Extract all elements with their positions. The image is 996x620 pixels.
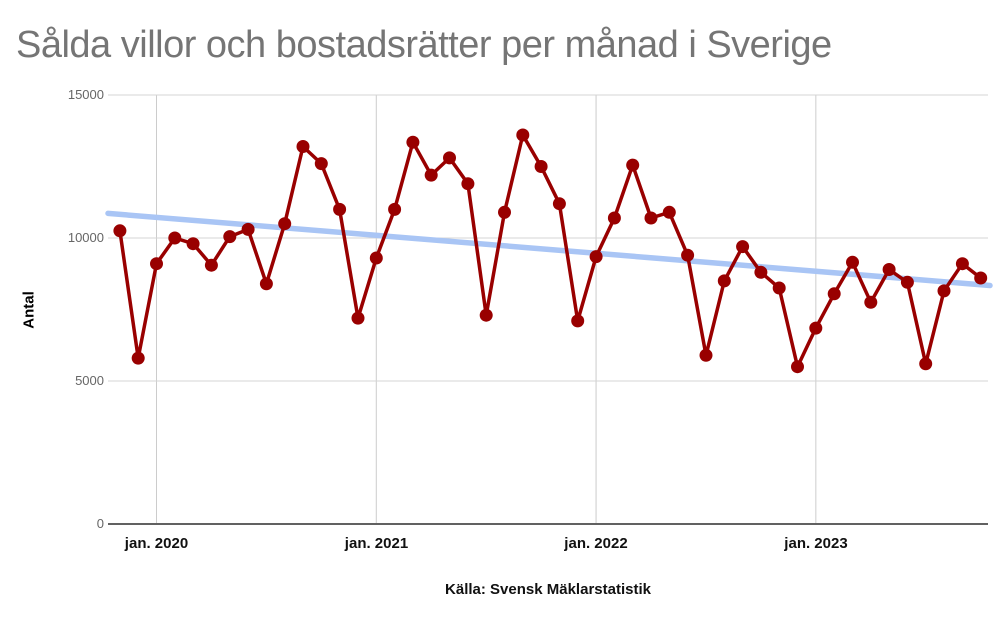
data-point xyxy=(498,205,511,219)
data-point xyxy=(461,177,475,191)
data-point xyxy=(479,308,493,322)
data-point xyxy=(754,265,768,279)
data-point xyxy=(699,348,713,362)
data-point xyxy=(644,211,658,225)
data-point xyxy=(388,202,402,216)
data-point xyxy=(406,135,420,149)
data-point xyxy=(204,258,218,272)
data-point xyxy=(846,255,859,269)
data-point xyxy=(168,231,182,245)
data-point xyxy=(131,351,145,365)
y-tick-label: 15000 xyxy=(67,87,104,102)
trendline xyxy=(105,210,993,289)
x-tick-label: jan. 2023 xyxy=(784,535,848,552)
data-point xyxy=(919,357,933,371)
data-point xyxy=(259,277,273,291)
data-point xyxy=(681,248,695,262)
data-point xyxy=(296,140,310,153)
y-axis-title: Antal xyxy=(20,291,38,329)
data-point xyxy=(827,287,841,301)
data-point xyxy=(278,217,292,231)
data-point xyxy=(791,360,804,374)
data-point xyxy=(314,157,328,171)
data-point xyxy=(736,240,750,254)
data-point xyxy=(626,158,640,172)
data-point xyxy=(369,251,383,265)
y-tick-label: 0 xyxy=(96,516,104,531)
data-point xyxy=(552,197,566,211)
data-point xyxy=(534,160,548,173)
data-point xyxy=(186,237,200,251)
data-point xyxy=(223,230,237,244)
data-point xyxy=(571,314,585,328)
data-point xyxy=(974,271,988,285)
data-point xyxy=(589,250,603,264)
chart-title: Sålda villor och bostadsrätter per månad… xyxy=(16,24,832,66)
data-point xyxy=(772,281,786,295)
data-point xyxy=(662,205,676,219)
data-point xyxy=(864,295,878,309)
data-point xyxy=(351,311,365,325)
data-point xyxy=(900,275,914,289)
x-tick-label: jan. 2021 xyxy=(344,535,409,552)
data-point xyxy=(717,274,731,288)
y-tick-label: 5000 xyxy=(75,373,104,388)
x-tick-label: jan. 2022 xyxy=(564,535,628,552)
data-point xyxy=(241,222,255,236)
y-tick-label: 10000 xyxy=(67,230,104,245)
data-point xyxy=(333,202,347,216)
source-caption: Källa: Svensk Mäklarstatistik xyxy=(445,581,651,598)
data-point xyxy=(443,151,456,165)
data-point xyxy=(937,284,951,298)
data-point xyxy=(113,224,127,238)
x-tick-label: jan. 2020 xyxy=(124,535,189,552)
data-point xyxy=(809,321,823,335)
data-point xyxy=(607,211,621,225)
data-point xyxy=(955,257,969,271)
data-point xyxy=(424,168,438,182)
data-point xyxy=(516,128,530,142)
data-point xyxy=(150,257,163,271)
data-point xyxy=(882,263,896,276)
